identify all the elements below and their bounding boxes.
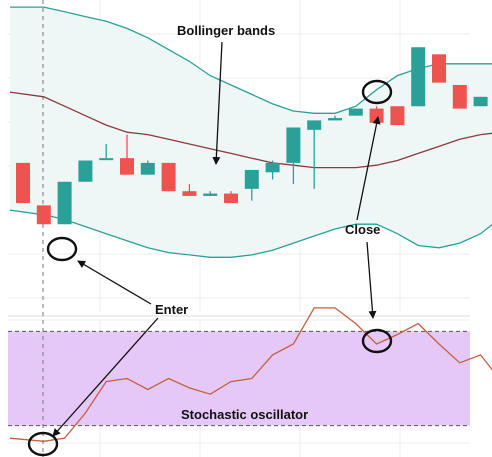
enter-arrow-up: [77, 260, 152, 305]
candle: [286, 127, 301, 185]
candle: [36, 205, 51, 225]
stochastic-oscillator-label: Stochastic oscillator: [181, 407, 308, 422]
bollinger-bands-label: Bollinger bands: [177, 23, 275, 38]
candle-body: [224, 193, 238, 203]
candle-body: [57, 181, 72, 225]
stochastic-zone: [8, 331, 470, 426]
candle: [265, 160, 280, 180]
candle: [140, 160, 155, 175]
candle-body: [473, 96, 488, 107]
candle: [432, 54, 446, 83]
enter-arrow-down: [52, 317, 159, 437]
candle-body: [99, 158, 114, 161]
candle: [16, 162, 30, 203]
candle-body: [390, 106, 405, 126]
candle-body: [36, 205, 51, 225]
candle-body: [307, 120, 322, 130]
candle-body: [348, 108, 363, 116]
candle: [369, 106, 384, 123]
candle-body: [244, 169, 259, 189]
candle-body: [140, 162, 155, 175]
middle-bollinger-band: [9, 91, 492, 169]
bollinger-band-fill: [10, 7, 492, 258]
candle-body: [411, 47, 426, 107]
candle: [307, 120, 322, 189]
candle: [473, 96, 488, 107]
candle-body: [265, 162, 280, 173]
candle: [203, 191, 218, 196]
candle: [120, 134, 134, 175]
candle: [224, 191, 238, 203]
close-candle-marker: [361, 79, 393, 105]
candle: [99, 144, 114, 161]
bollinger-arrow: [212, 41, 223, 165]
candle-body: [161, 162, 176, 192]
candle: [452, 85, 467, 109]
close-label: Close: [345, 222, 380, 237]
candle-body: [182, 191, 197, 196]
arrows: [52, 41, 381, 437]
stochastic-k-line: [9, 307, 492, 442]
candle: [348, 108, 363, 116]
close-arrow-down: [366, 241, 377, 319]
candle: [244, 169, 259, 201]
candle: [161, 162, 176, 192]
close-arrow-up: [356, 116, 381, 221]
close-oscillator-marker: [361, 328, 393, 354]
candle: [411, 47, 426, 107]
candle-body: [78, 160, 93, 182]
candle-body: [120, 158, 134, 175]
candle: [57, 181, 72, 225]
candle-body: [432, 54, 446, 83]
candle-body: [16, 162, 30, 203]
candle: [182, 184, 197, 196]
candle: [390, 106, 405, 126]
candle-body: [286, 127, 301, 163]
enter-label: Enter: [155, 302, 188, 317]
candle-body: [203, 193, 218, 196]
lower-bollinger-band: [9, 209, 492, 258]
entry-oscillator-marker: [27, 431, 59, 457]
candle-body: [452, 85, 467, 109]
entry-candle-marker: [46, 236, 78, 262]
candle-body: [328, 118, 342, 121]
markers: [27, 79, 393, 457]
candle: [78, 160, 93, 182]
candle: [328, 115, 342, 121]
